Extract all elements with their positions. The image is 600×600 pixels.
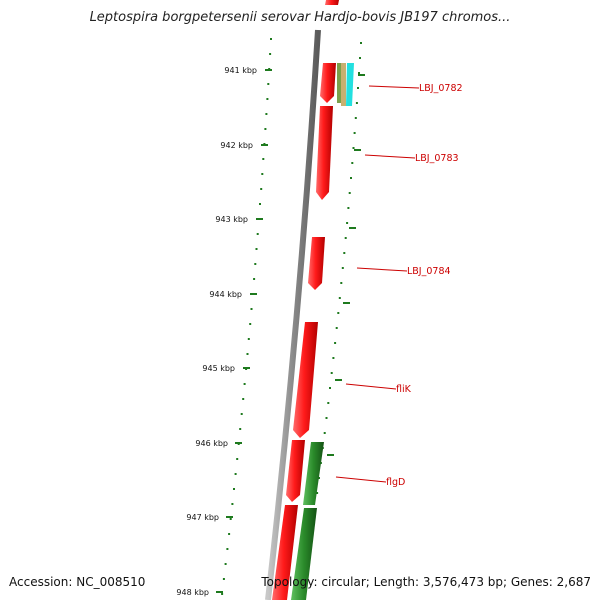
tick-label: 944 kbp — [209, 290, 242, 299]
genome-backbone — [265, 29, 321, 600]
gene-arrow-lbj-0784[interactable] — [308, 237, 325, 290]
gene-arrow-top[interactable] — [325, 0, 339, 5]
feature-tan[interactable] — [341, 63, 346, 106]
gene-arrow-lbj-0783[interactable] — [316, 106, 333, 200]
gene-arrow-flgd-green[interactable] — [303, 442, 324, 505]
tick-label: 945 kbp — [202, 364, 235, 373]
gene-arrow-bottom-red[interactable] — [272, 505, 298, 600]
gene-label-flgd[interactable]: flgD — [386, 477, 405, 488]
gene-arrow-bottom-green[interactable] — [291, 508, 317, 600]
gene-arrow-flik[interactable] — [293, 322, 318, 438]
scale-track-outer — [221, 38, 272, 595]
small-feature-cluster — [337, 63, 354, 106]
tick-label: 947 kbp — [186, 513, 219, 522]
topology-text: Topology: circular; Length: 3,576,473 bp… — [261, 575, 591, 589]
scale-tick-labels: 941 kbp 942 kbp 943 kbp 944 kbp 945 kbp … — [176, 66, 257, 597]
map-title: Leptospira borgpetersenii serovar Hardjo… — [89, 10, 511, 25]
tick-label: 942 kbp — [220, 141, 253, 150]
gene-label-lbj-0784[interactable]: LBJ_0784 — [407, 266, 451, 277]
leader-line — [368, 85, 420, 89]
tick-label: 941 kbp — [224, 66, 257, 75]
tick-label: 948 kbp — [176, 588, 209, 597]
gene-labels: LBJ_0782 LBJ_0783 LBJ_0784 fliK flgD — [386, 83, 463, 488]
tick-label: 943 kbp — [215, 215, 248, 224]
major-tick-marks — [216, 69, 365, 593]
leader-line — [345, 383, 397, 390]
feature-cyan[interactable] — [346, 63, 354, 106]
gene-arrow-lbj-0782[interactable] — [320, 63, 336, 103]
forward-gene-track — [272, 0, 339, 600]
gene-label-lbj-0782[interactable]: LBJ_0782 — [419, 83, 463, 94]
reverse-gene-track — [291, 442, 324, 600]
feature-green-small[interactable] — [337, 63, 341, 103]
gene-label-lbj-0783[interactable]: LBJ_0783 — [415, 153, 459, 164]
tick-label: 946 kbp — [195, 439, 228, 448]
leader-line — [335, 476, 387, 483]
gene-label-flik[interactable]: fliK — [396, 384, 412, 395]
leader-line — [356, 267, 408, 272]
gene-label-leaders — [335, 85, 420, 483]
gene-arrow-flgd-red[interactable] — [286, 440, 305, 502]
accession-text: Accession: NC_008510 — [9, 575, 146, 589]
leader-line — [364, 154, 416, 159]
